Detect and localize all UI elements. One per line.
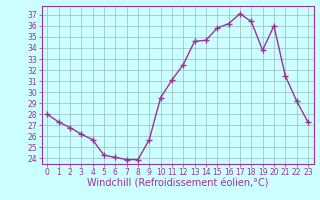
X-axis label: Windchill (Refroidissement éolien,°C): Windchill (Refroidissement éolien,°C): [87, 179, 268, 189]
